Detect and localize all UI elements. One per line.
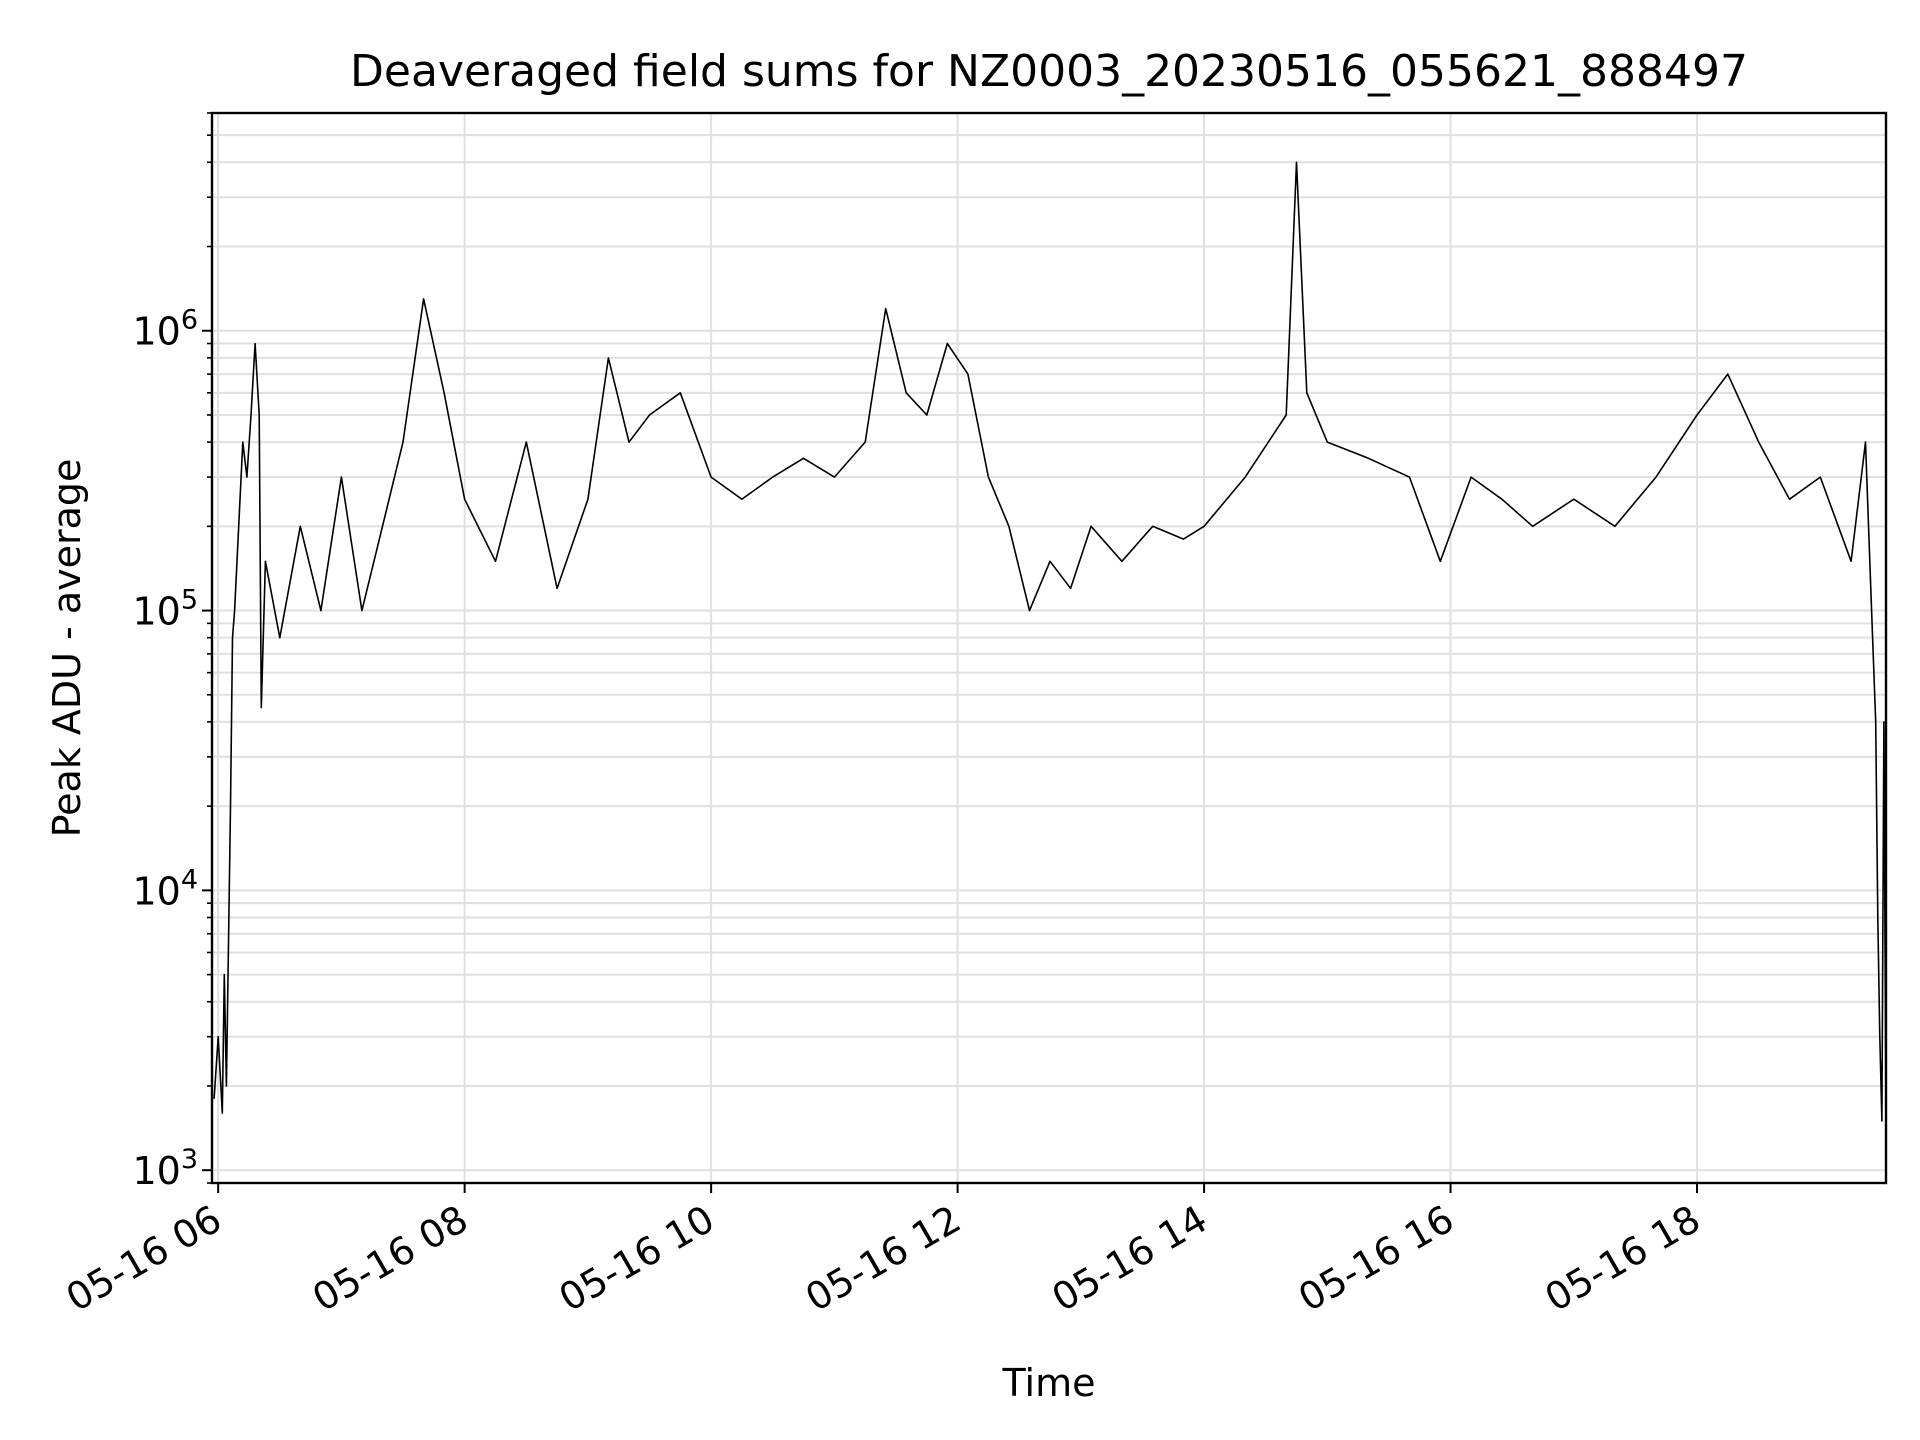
grid-layer xyxy=(212,112,1886,1184)
y-tick-label: 106 xyxy=(132,305,198,354)
x-axis-label: Time xyxy=(1002,1361,1096,1405)
plot-frame xyxy=(210,111,1888,1185)
series-layer xyxy=(213,161,1887,1130)
y-tick-label: 105 xyxy=(132,585,198,634)
y-axis-label: Peak ADU - average xyxy=(45,459,89,838)
y-tick-label: 103 xyxy=(132,1144,198,1193)
chart-title: Deaveraged field sums for NZ0003_2023051… xyxy=(350,46,1748,97)
series-line xyxy=(213,161,1887,1130)
y-axis: 103 104 105 106 xyxy=(132,112,212,1193)
y-tick-label: 104 xyxy=(132,864,198,913)
